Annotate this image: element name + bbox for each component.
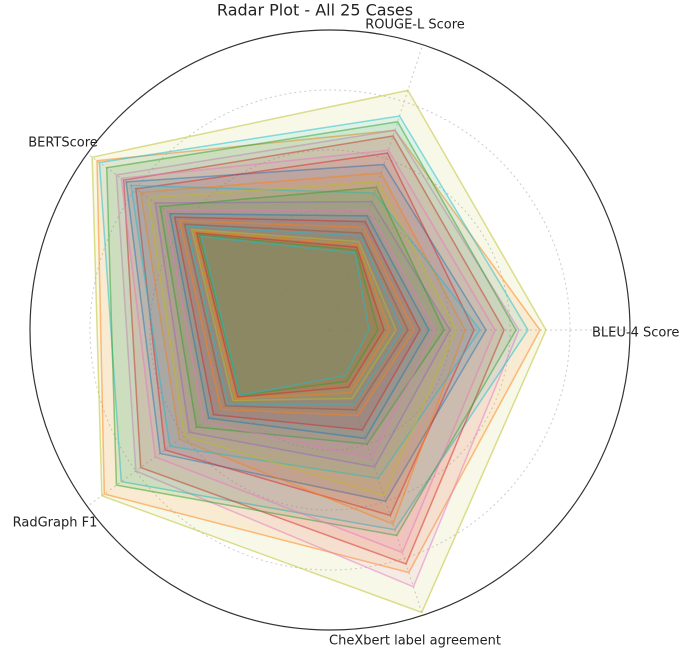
axis-label: CheXbert label agreement <box>329 634 501 649</box>
series-area <box>154 200 451 468</box>
series-area <box>193 230 391 400</box>
series-area <box>98 115 529 531</box>
series-area <box>195 232 385 398</box>
axis-label: BLEU-4 Score <box>592 326 679 341</box>
series-area <box>125 163 487 503</box>
series-area <box>122 135 505 565</box>
series-area <box>185 225 403 405</box>
series-area <box>139 172 466 525</box>
series-area <box>197 233 379 397</box>
axis-label: BERTScore <box>28 136 98 151</box>
chart-title: Radar Plot - All 25 Cases <box>217 1 413 20</box>
outer-ring <box>29 29 631 631</box>
series-area <box>200 235 370 397</box>
series-area <box>190 228 397 402</box>
spoke <box>329 329 424 616</box>
axis-label: RadGraph F1 <box>13 516 98 531</box>
spoke <box>87 329 331 507</box>
axis-label: ROUGE-L Score <box>365 18 465 33</box>
